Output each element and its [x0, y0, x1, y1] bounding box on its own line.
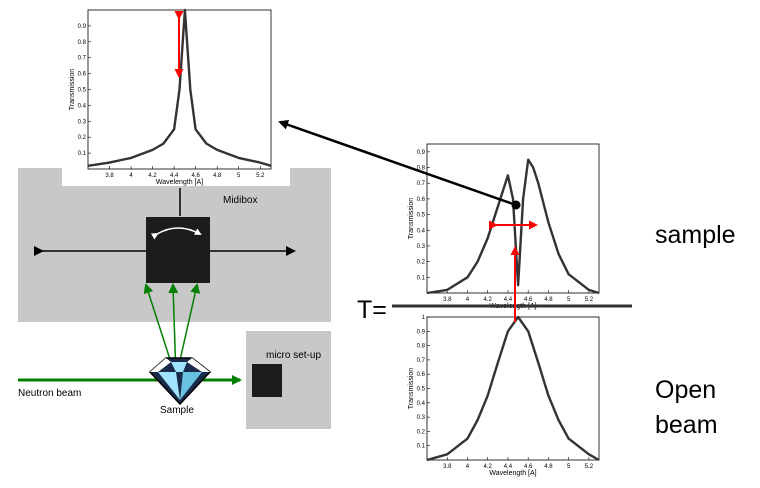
sample-big-label: sample	[655, 221, 736, 249]
transmission-curve	[426, 158, 600, 295]
y-tick-label: 0.1	[417, 444, 426, 450]
x-tick-label: 4.4	[504, 297, 513, 303]
y-tick-label: 0.6	[417, 197, 426, 203]
y-tick-label: 0.3	[417, 415, 426, 421]
transmission-curve	[426, 315, 600, 462]
y-tick-label: 0.9	[78, 24, 87, 30]
micro-setup-block	[252, 364, 282, 397]
y-tick-label: 0.5	[417, 387, 426, 393]
x-tick-label: 5	[567, 297, 571, 303]
y-tick-label: 0.3	[417, 244, 426, 250]
y-tick-label: 0.2	[417, 429, 426, 435]
y-axis-label: Transmission	[408, 198, 415, 239]
plot-area	[426, 316, 600, 461]
y-tick-label: 0.6	[78, 72, 87, 78]
x-tick-label: 4.6	[524, 297, 533, 303]
x-tick-label: 3.8	[105, 173, 114, 179]
open-beam-label-line1: Open	[655, 376, 716, 404]
y-tick-label: 0.9	[417, 150, 426, 156]
x-tick-label: 4.2	[148, 173, 157, 179]
x-tick-label: 5.2	[256, 173, 265, 179]
y-tick-label: 0.5	[417, 213, 426, 219]
chart-transmission-sample: 3.8 4 4.2 4.4 4.6 4.8 5 5.2 0.1 0.2 0.3 0.4 0.5 0.6 0.…	[408, 143, 600, 310]
chart-transmission-open-beam: 3.8 4 4.2 4.4 4.6 4.8 5 5.2 0.1 0.2 0.3 0.4 0.5 0.6 0.…	[408, 315, 600, 477]
y-tick-label: 0.8	[78, 40, 87, 46]
y-axis-label: Transmission	[69, 69, 76, 110]
neutron-beam-label: Neutron beam	[18, 388, 81, 399]
x-tick-label: 4.8	[544, 464, 553, 470]
x-tick-label: 4.2	[484, 464, 493, 470]
x-tick-label: 4.8	[544, 297, 553, 303]
x-tick-label: 5.2	[585, 464, 594, 470]
y-tick-label: 0.7	[78, 56, 87, 62]
y-tick-label: 0.7	[417, 358, 426, 364]
y-tick-label: 0.8	[417, 166, 426, 172]
y-tick-label: 1	[422, 315, 426, 321]
x-tick-label: 4.2	[484, 297, 493, 303]
x-tick-label: 3.8	[443, 297, 452, 303]
x-tick-label: 3.8	[443, 464, 452, 470]
x-tick-label: 4.4	[170, 173, 179, 179]
pointer-dot	[511, 200, 521, 210]
x-tick-label: 4.4	[504, 464, 513, 470]
y-tick-label: 0.1	[78, 151, 87, 157]
y-tick-label: 0.4	[417, 401, 426, 407]
y-tick-label: 0.2	[417, 260, 426, 266]
pointer-arrow	[278, 119, 517, 207]
sample-label: Sample	[160, 405, 194, 416]
t-equals-label: T=	[357, 296, 387, 324]
micro-setup-label: micro set-up	[266, 350, 321, 361]
x-tick-label: 5.2	[585, 297, 594, 303]
y-tick-label: 0.4	[78, 103, 87, 109]
y-tick-label: 0.7	[417, 181, 426, 187]
x-tick-label: 4	[466, 297, 470, 303]
chart-transmission-result: 3.8 4 4.2 4.4 4.6 4.8 5 5.2 0.1 0.2 0.3 0.4 0.5 0.6 0.…	[69, 8, 272, 186]
y-tick-label: 0.6	[417, 372, 426, 378]
x-tick-label: 5	[567, 464, 571, 470]
y-tick-label: 0.8	[417, 344, 426, 350]
x-tick-label: 4.6	[524, 464, 533, 470]
y-tick-label: 0.5	[78, 88, 87, 94]
y-axis-label: Transmission	[408, 368, 415, 409]
x-axis-label: Wavelength [A]	[489, 470, 536, 477]
x-axis-label: Wavelength [A]	[156, 179, 203, 186]
midibox-label: Midibox	[223, 195, 257, 206]
y-tick-label: 0.4	[417, 228, 426, 234]
x-tick-label: 5	[237, 173, 241, 179]
sample-gem-icon	[148, 357, 212, 406]
y-tick-label: 0.1	[417, 275, 426, 281]
y-tick-label: 0.3	[78, 119, 87, 125]
y-tick-label: 0.2	[78, 135, 87, 141]
x-tick-label: 4.8	[213, 173, 222, 179]
x-tick-label: 4	[129, 173, 133, 179]
x-tick-label: 4.6	[191, 173, 200, 179]
open-beam-label-line2: beam	[655, 411, 718, 439]
y-tick-label: 0.9	[417, 329, 426, 335]
rotation-arrow	[150, 227, 202, 240]
transmission-curve	[87, 8, 272, 167]
analyzer-block	[146, 217, 210, 283]
x-tick-label: 4	[466, 464, 470, 470]
